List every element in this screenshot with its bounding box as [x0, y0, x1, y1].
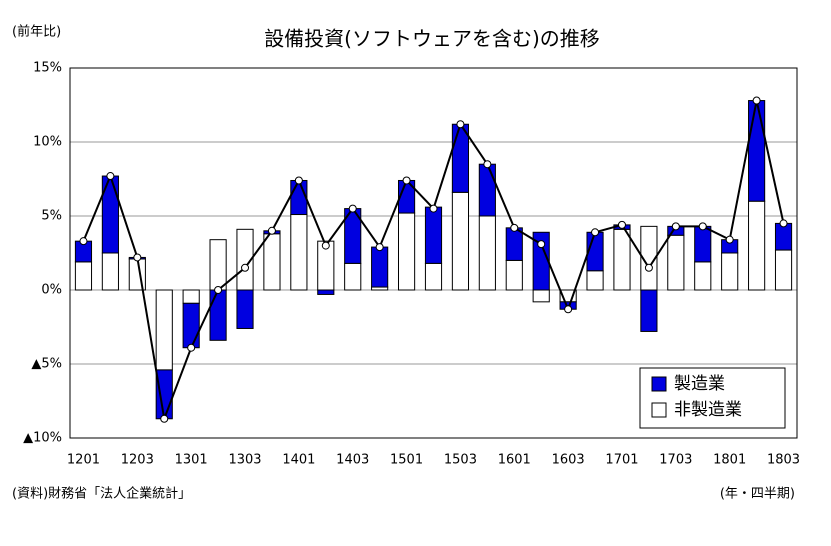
x-tick-label: 1701	[605, 453, 638, 468]
total-point	[752, 96, 761, 105]
bar	[505, 227, 523, 261]
legend-swatch	[651, 402, 667, 418]
x-tick-label: 1601	[498, 453, 531, 468]
bar	[209, 289, 227, 341]
x-tick-label: 1201	[67, 453, 100, 468]
total-point	[456, 120, 465, 129]
x-tick-label: 1403	[336, 453, 369, 468]
total-point	[214, 286, 223, 294]
x-tick-label: 1501	[390, 453, 423, 468]
bar	[721, 252, 739, 291]
total-point	[241, 263, 250, 272]
total-point	[510, 223, 519, 232]
x-tick-label: 1603	[552, 453, 585, 468]
bar	[613, 228, 631, 291]
total-point	[375, 243, 384, 252]
y-tick-label: 5%	[41, 209, 62, 224]
source: (資料)財務省「法人企業統計」	[12, 486, 191, 502]
bar	[74, 261, 93, 291]
bar	[694, 261, 712, 291]
total-point	[483, 160, 492, 169]
y-tick-label: 0%	[41, 283, 62, 298]
total-point	[537, 240, 546, 249]
bar	[478, 163, 496, 217]
total-point	[321, 241, 330, 250]
bar	[748, 100, 766, 202]
bar	[209, 239, 227, 291]
total-point	[133, 253, 142, 262]
bar	[451, 191, 470, 291]
bar	[155, 289, 173, 371]
bar	[344, 262, 362, 291]
total-point	[779, 219, 788, 228]
bar	[397, 212, 416, 291]
y-tick-label: 15%	[33, 61, 62, 76]
bar	[290, 214, 308, 291]
total-point	[591, 228, 600, 237]
total-point	[267, 226, 276, 235]
bar	[182, 289, 200, 304]
x-tick-label: 1803	[767, 453, 800, 468]
total-point	[294, 176, 303, 185]
bar	[236, 289, 254, 329]
y-tick-label: ▲5%	[31, 357, 62, 372]
bar	[478, 215, 496, 291]
bar	[182, 302, 200, 349]
legend-swatch	[651, 376, 667, 392]
total-point	[698, 222, 707, 231]
total-point	[725, 235, 734, 244]
legend-label: 製造業	[674, 374, 725, 394]
bar	[532, 289, 550, 303]
bar	[317, 289, 335, 295]
plot-frame	[69, 67, 798, 439]
bar	[424, 262, 443, 291]
bar	[774, 249, 793, 291]
x-tick-label: 1401	[282, 453, 315, 468]
bar	[451, 123, 470, 193]
x-tick-label: 1203	[121, 453, 154, 468]
y-axis-label: (前年比)	[12, 24, 61, 40]
y-tick-label: ▲10%	[23, 431, 62, 446]
total-point	[617, 220, 626, 229]
bar	[667, 234, 685, 291]
x-axis-label: (年・四半期)	[720, 487, 795, 502]
total-point	[429, 204, 438, 213]
legend-label: 非製造業	[674, 400, 742, 420]
y-tick-label: 10%	[33, 135, 62, 150]
bar	[155, 369, 173, 420]
total-point	[160, 414, 169, 423]
total-point	[671, 222, 680, 231]
chart-title: 設備投資(ソフトウェアを含む)の推移	[264, 27, 600, 51]
bar	[586, 231, 604, 272]
bar	[290, 179, 308, 216]
bar	[640, 289, 658, 332]
bar	[263, 233, 281, 291]
x-tick-label: 1303	[228, 453, 261, 468]
bar	[424, 206, 443, 264]
bar	[101, 252, 119, 291]
total-point	[402, 176, 411, 185]
total-point	[348, 204, 357, 213]
total-point	[644, 263, 653, 272]
bar	[748, 200, 766, 291]
x-tick-label: 1503	[444, 453, 477, 468]
total-point	[106, 172, 115, 181]
total-point	[187, 343, 196, 352]
bar	[694, 225, 712, 263]
total-point	[79, 237, 88, 246]
bar	[371, 246, 389, 288]
x-tick-label: 1801	[713, 453, 746, 468]
bar	[586, 270, 604, 291]
bar	[505, 259, 523, 291]
total-point	[564, 305, 573, 314]
x-tick-label: 1703	[659, 453, 692, 468]
x-tick-label: 1301	[175, 453, 208, 468]
